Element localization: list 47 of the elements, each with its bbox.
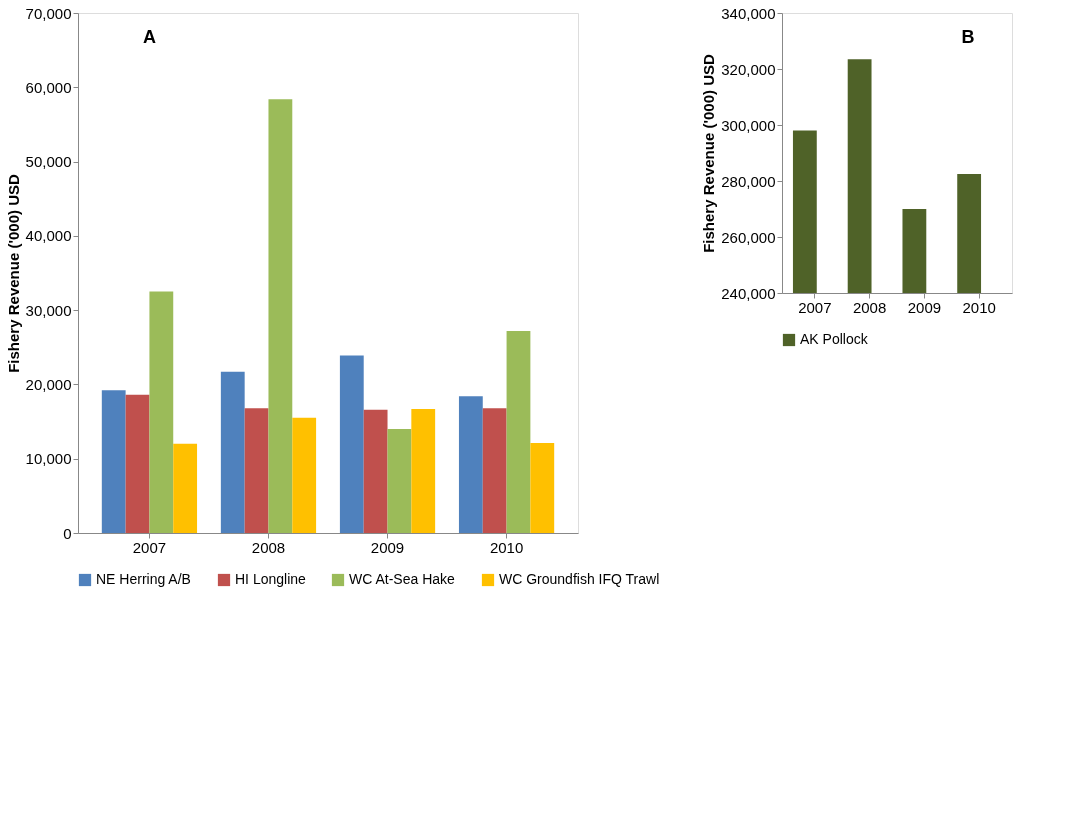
x-tick-label: 2007 bbox=[798, 298, 832, 316]
bar bbox=[125, 394, 150, 533]
bar bbox=[458, 396, 483, 533]
legend-label: AK Pollock bbox=[800, 331, 869, 347]
bar bbox=[220, 371, 245, 533]
x-tick-label: 2010 bbox=[489, 538, 524, 556]
bar bbox=[173, 443, 198, 533]
bar bbox=[411, 408, 436, 533]
annotation: A bbox=[143, 27, 156, 47]
bar bbox=[506, 330, 531, 533]
y-axis-title: Fishery Revenue ('000) USD bbox=[4, 174, 22, 373]
bar bbox=[482, 408, 507, 533]
legend-label: WC At-Sea Hake bbox=[349, 571, 456, 587]
y-tick-label: 300,000 bbox=[721, 116, 776, 134]
x-tick-label: 2009 bbox=[907, 298, 942, 316]
x-tick-label: 2008 bbox=[852, 298, 887, 316]
bar bbox=[268, 99, 293, 533]
bar bbox=[387, 429, 412, 533]
y-tick-label: 340,000 bbox=[721, 4, 776, 22]
x-tick-label: 2007 bbox=[132, 538, 167, 556]
bar bbox=[292, 417, 317, 533]
y-tick-label: 320,000 bbox=[721, 60, 776, 78]
y-tick-label: 20,000 bbox=[25, 375, 72, 393]
bar bbox=[244, 408, 269, 533]
x-tick-label: 2009 bbox=[370, 538, 405, 556]
legend-label: WC Groundfish IFQ Trawl bbox=[499, 571, 660, 587]
y-tick-label: 10,000 bbox=[25, 450, 72, 468]
y-tick-label: 260,000 bbox=[721, 228, 776, 246]
y-tick-label: 280,000 bbox=[721, 172, 776, 190]
annotation: B bbox=[961, 27, 975, 47]
bar bbox=[101, 390, 126, 533]
y-tick-label: 240,000 bbox=[721, 284, 776, 302]
bar bbox=[363, 409, 388, 533]
y-tick-label: 60,000 bbox=[25, 78, 72, 96]
x-tick-label: 2008 bbox=[251, 538, 286, 556]
y-axis-title: Fishery Revenue ('000) USD bbox=[700, 54, 718, 253]
legend-label: NE Herring A/B bbox=[96, 571, 191, 587]
x-tick-label: 2010 bbox=[962, 298, 996, 316]
y-tick-label: 50,000 bbox=[25, 153, 72, 171]
y-tick-label: 40,000 bbox=[25, 227, 72, 245]
bar bbox=[149, 291, 174, 533]
y-tick-label: 0 bbox=[63, 524, 72, 542]
bar bbox=[530, 443, 555, 533]
y-tick-label: 70,000 bbox=[25, 4, 72, 22]
legend-label: HI Longline bbox=[235, 571, 307, 587]
y-tick-label: 30,000 bbox=[25, 301, 72, 319]
bar bbox=[339, 355, 364, 533]
